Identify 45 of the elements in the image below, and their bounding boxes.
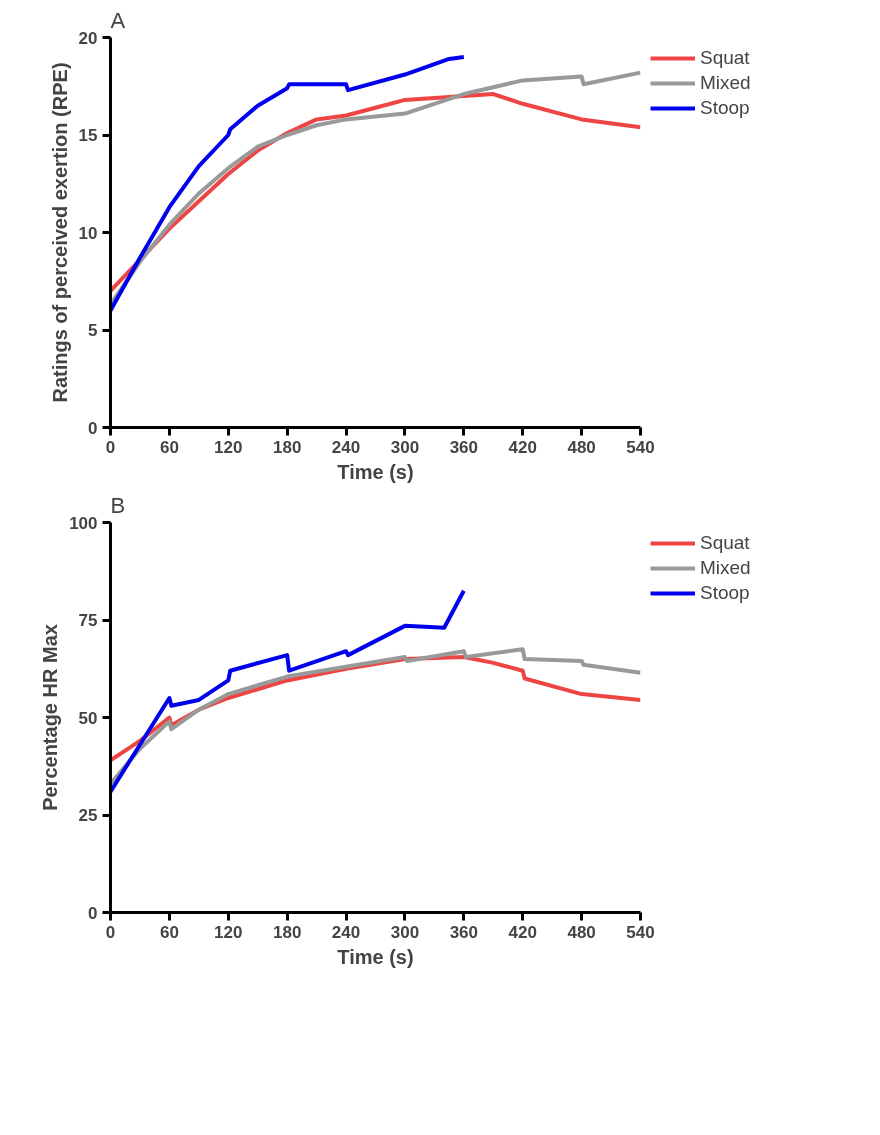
x-axis-title: Time (s) (337, 460, 414, 483)
legend-label: Mixed (700, 557, 751, 579)
x-tick-label: 0 (105, 922, 116, 942)
line-series (110, 647, 641, 786)
y-axis-title: Percentage HR Max (39, 624, 62, 811)
y-tick-label: 0 (88, 418, 98, 438)
x-tick-label: 420 (508, 437, 537, 457)
y-tick-label: 75 (78, 611, 98, 630)
y-tick-label: 100 (69, 513, 98, 533)
x-tick-label: 300 (390, 922, 420, 942)
chart-title: A (110, 7, 126, 33)
x-tick-label: 480 (567, 922, 596, 942)
legend-label: Squat (700, 532, 750, 554)
x-tick-label: 540 (626, 922, 655, 942)
x-tick-label: 360 (449, 922, 479, 942)
x-tick-label: 420 (508, 922, 537, 942)
x-tick-label: 540 (626, 437, 655, 457)
x-tick-label: 60 (159, 922, 179, 942)
y-tick-label: 5 (88, 321, 98, 340)
legend-label: Stoop (700, 582, 750, 604)
y-tick-label: 10 (78, 223, 98, 243)
y-axis-title: Ratings of perceived exertion (RPE) (48, 62, 71, 403)
x-tick-label: 180 (272, 922, 302, 942)
line-series (110, 588, 466, 794)
x-tick-label: 0 (105, 437, 116, 457)
legend-label: Stoop (700, 97, 750, 119)
x-tick-label: 60 (159, 437, 179, 457)
line-series (110, 55, 466, 313)
y-tick-label: 15 (78, 126, 98, 145)
y-tick-label: 25 (78, 806, 98, 825)
y-tick-label: 20 (78, 28, 98, 48)
chart-title: B (110, 492, 126, 518)
y-tick-label: 50 (78, 708, 98, 728)
x-tick-label: 240 (331, 922, 361, 942)
legend-label: Squat (700, 47, 750, 69)
y-tick-label: 0 (88, 903, 98, 923)
x-tick-label: 180 (272, 437, 302, 457)
x-tick-label: 120 (214, 437, 243, 457)
legend-label: Mixed (700, 72, 751, 94)
x-tick-label: 120 (214, 922, 243, 942)
x-tick-label: 240 (331, 437, 361, 457)
x-tick-label: 360 (449, 437, 479, 457)
x-tick-label: 480 (567, 437, 596, 457)
x-tick-label: 300 (390, 437, 420, 457)
x-axis-title: Time (s) (337, 945, 414, 968)
